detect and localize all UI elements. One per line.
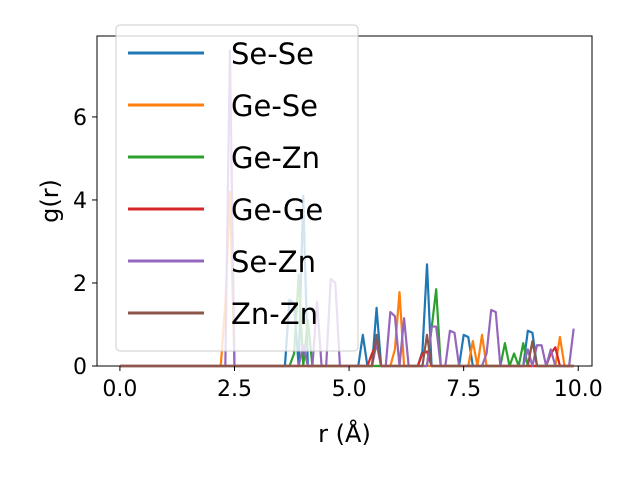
series-line-zn-zn [119,333,574,368]
legend-label-ge-ge: Ge-Ge [231,193,323,227]
x-tick-label: 7.5 [446,377,481,402]
x-tick-label: 5.0 [332,377,367,402]
legend-label-zn-zn: Zn-Zn [231,297,318,331]
legend: Se-Se Ge-Se Ge-Zn Ge-Ge Se-Zn Zn-Zn [115,24,359,352]
legend-label-se-zn: Se-Zn [231,245,316,279]
x-tick-label: 10.0 [554,377,603,402]
x-tick-label: 2.5 [217,377,252,402]
y-tick-label: 4 [73,189,87,214]
legend-label-ge-zn: Ge-Zn [231,141,320,175]
legend-label-se-se: Se-Se [231,37,314,71]
y-tick-label: 2 [73,272,87,297]
x-axis-label: r (Å) [318,419,371,448]
y-tick-label: 0 [73,355,87,380]
x-tick-label: 0.0 [102,377,137,402]
legend-label-ge-se: Ge-Se [231,89,318,123]
y-tick-label: 6 [73,106,87,131]
y-axis-ticks: 0 2 4 6 [73,106,97,380]
y-axis-label: g(r) [36,179,64,223]
x-axis-ticks: 0.0 2.5 5.0 7.5 10.0 [102,366,603,402]
